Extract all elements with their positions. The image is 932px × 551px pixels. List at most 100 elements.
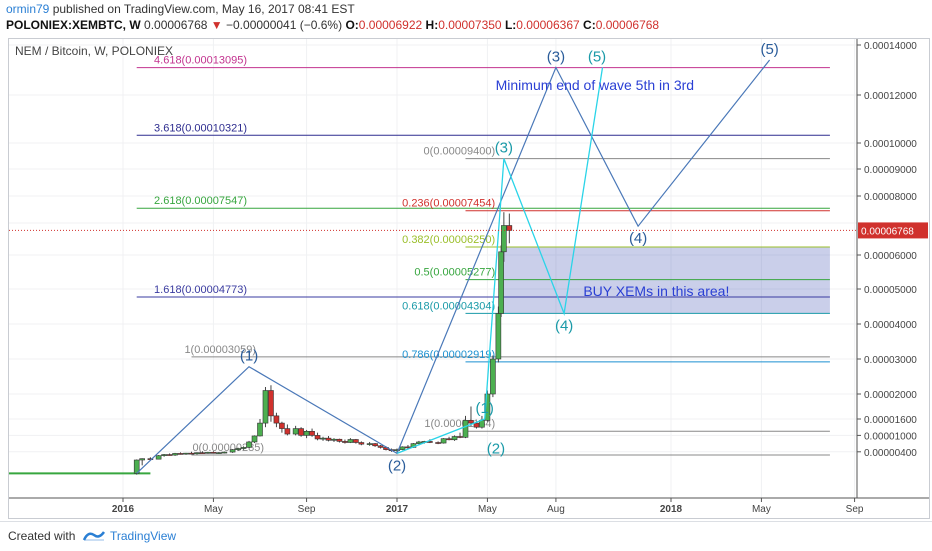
candle: [292, 425, 299, 436]
candle-body: [183, 452, 189, 455]
candle-body: [468, 420, 474, 424]
y-tick-label: 0.00004000: [864, 320, 917, 331]
tradingview-logo-icon[interactable]: [82, 528, 106, 544]
candle-body: [342, 441, 348, 443]
x-tick-label: Aug: [547, 504, 565, 515]
x-tick-label: Sep: [846, 504, 864, 515]
candle-body: [268, 390, 274, 417]
candle-body: [194, 452, 200, 455]
wave-label: (4): [629, 230, 647, 247]
candle: [268, 385, 274, 422]
candle: [183, 452, 189, 455]
candle-body: [462, 420, 469, 438]
candle: [377, 444, 384, 449]
candle: [468, 406, 474, 426]
candle: [279, 421, 285, 433]
candle: [303, 429, 310, 439]
close-label: C:: [583, 18, 596, 32]
wave-label: (5): [760, 41, 778, 58]
y-tick-label: 0.00003000: [864, 355, 917, 366]
fib-extension-label: 3.618(0.00010321): [154, 122, 247, 134]
candle-body: [506, 225, 513, 231]
candle: [405, 444, 411, 449]
price-change: −0.00000041 (−0.6%): [226, 18, 343, 32]
candle-body: [320, 437, 326, 440]
open-label: O:: [345, 18, 359, 32]
candle: [399, 446, 406, 451]
candle: [336, 438, 343, 443]
wave-label: (5): [588, 49, 606, 66]
fib-extension-label: 2.618(0.00007547): [154, 195, 247, 207]
last-price-tag-label: 0.00006768: [861, 226, 914, 237]
close-value: 0.00006768: [595, 18, 660, 32]
wave-label: (1): [240, 348, 258, 365]
wave-label: (3): [547, 49, 565, 66]
symbol-label: POLONIEX:XEMBTC, W: [6, 18, 141, 32]
candle-body: [490, 358, 496, 395]
candle-body: [405, 446, 411, 449]
high-value: 0.00007350: [438, 18, 502, 32]
tradingview-brand[interactable]: TradingView: [110, 529, 177, 543]
candle-body: [336, 438, 343, 442]
y-tick-label: 0.00014000: [864, 41, 917, 52]
candle: [320, 436, 326, 441]
y-tick-label: 0.00008000: [864, 192, 917, 203]
candle-body: [298, 428, 304, 436]
chart-frame[interactable]: 4.618(0.00013095) 3.618(0.00010321) 2.618(…: [8, 38, 930, 519]
candle: [221, 451, 228, 454]
publish-text: published on TradingView.com, May 16, 20…: [52, 2, 355, 16]
candle-body: [353, 439, 359, 443]
candle: [284, 424, 291, 436]
candle: [188, 451, 195, 455]
candle: [235, 447, 241, 451]
candle: [446, 436, 452, 441]
author-link[interactable]: ormin79: [6, 2, 50, 16]
candle-body: [292, 428, 299, 435]
price-chart[interactable]: 4.618(0.00013095) 3.618(0.00010321) 2.618(…: [9, 39, 929, 518]
candle: [309, 428, 315, 437]
candle: [199, 451, 206, 454]
candle: [331, 438, 337, 442]
candle: [172, 452, 178, 456]
candle: [210, 451, 217, 454]
candle-body: [372, 443, 378, 447]
candle-body: [377, 445, 384, 448]
y-tick-label: 0.00000400: [864, 448, 917, 459]
candle: [394, 448, 400, 453]
x-tick-label: Sep: [298, 504, 316, 515]
fib-extension-label: 1.618(0.00004773): [154, 284, 247, 296]
annotation-minimum-wave: Minimum end of wave 5th in 3rd: [496, 77, 694, 93]
candle-body: [498, 251, 504, 314]
wave-label: (2): [388, 457, 406, 474]
candle-body: [495, 313, 502, 360]
publish-info: ormin79 published on TradingView.com, Ma…: [6, 2, 355, 16]
candle-body: [240, 447, 247, 449]
candle-body: [257, 422, 263, 437]
candle-body: [358, 442, 365, 445]
y-tick-label: 0.00001000: [864, 431, 917, 442]
low-label: L:: [504, 18, 517, 32]
candle: [353, 438, 359, 444]
candle: [251, 435, 258, 444]
candle-body: [331, 438, 337, 441]
candle-body: [235, 448, 241, 450]
candle: [325, 435, 332, 442]
y-tick-label: 0.00006000: [864, 251, 917, 262]
x-tick-label: May: [478, 504, 497, 515]
candle-body: [216, 452, 222, 454]
candle-body: [155, 455, 162, 460]
last-price: 0.00006768: [144, 18, 208, 32]
candle-body: [161, 454, 167, 456]
candle-body: [399, 446, 406, 450]
fib-extension-label: 1(0.00003059): [184, 344, 256, 356]
buy-zone: [501, 247, 830, 314]
candle: [498, 245, 504, 317]
candle: [161, 453, 167, 457]
open-value: 0.00006922: [358, 18, 423, 32]
fib-retracement-label: 0.236(0.00007454): [402, 198, 495, 210]
candle: [273, 412, 280, 428]
y-tick-label: 0.00010000: [864, 139, 917, 150]
wave-path-blue: [136, 59, 771, 474]
candle-body: [366, 443, 373, 445]
candle-body: [246, 441, 252, 448]
